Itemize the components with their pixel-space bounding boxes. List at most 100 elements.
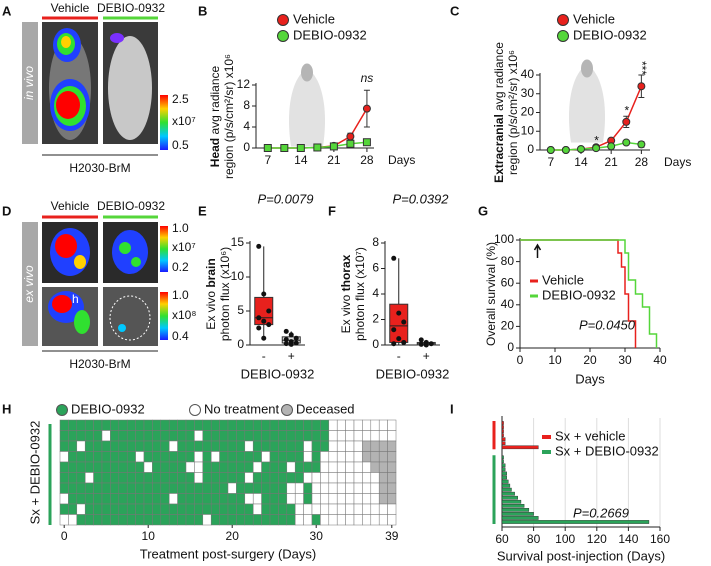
cell bbox=[135, 440, 145, 452]
bar bbox=[501, 508, 530, 512]
cell bbox=[168, 503, 178, 515]
y-tick-label: 8 bbox=[372, 235, 379, 249]
cell bbox=[252, 514, 262, 526]
cell bbox=[76, 461, 86, 473]
cell bbox=[84, 503, 94, 515]
y-tick-label: 6 bbox=[372, 261, 379, 275]
bar bbox=[501, 467, 506, 472]
cell bbox=[152, 430, 162, 442]
cell bbox=[135, 514, 145, 526]
cell bbox=[294, 482, 304, 494]
cell bbox=[311, 461, 321, 473]
cell bbox=[227, 430, 237, 442]
cell bbox=[227, 440, 237, 452]
cell bbox=[370, 472, 380, 484]
cell bbox=[278, 493, 288, 505]
y-axis-label-part: Head bbox=[208, 138, 222, 167]
cell bbox=[320, 451, 330, 463]
cell bbox=[303, 440, 313, 452]
cell bbox=[353, 451, 363, 463]
cell bbox=[168, 440, 178, 452]
marker bbox=[296, 144, 305, 152]
cell bbox=[286, 451, 296, 463]
group-label: Vehicle bbox=[51, 199, 90, 213]
x-tick-label: 20 bbox=[583, 353, 597, 367]
cell bbox=[84, 493, 94, 505]
cell bbox=[143, 482, 153, 494]
cell bbox=[185, 419, 195, 431]
y-axis-label-part: region (p/s/cm²/sr) x10⁶ bbox=[222, 54, 236, 179]
legend-marker bbox=[542, 435, 551, 439]
x-tick-label: 21 bbox=[604, 155, 618, 169]
cell bbox=[370, 419, 380, 431]
cell bbox=[76, 451, 86, 463]
signal bbox=[61, 36, 71, 48]
cell bbox=[294, 440, 304, 452]
cell bbox=[278, 451, 288, 463]
cell-line: H2030-BrM bbox=[69, 161, 130, 175]
cell bbox=[278, 440, 288, 452]
cell bbox=[345, 430, 355, 442]
point bbox=[418, 337, 424, 343]
cell bbox=[59, 430, 69, 442]
cell bbox=[118, 472, 128, 484]
y-axis-label-part: Ex vivo bbox=[204, 288, 218, 330]
bar bbox=[501, 516, 539, 520]
cell bbox=[244, 472, 254, 484]
cell bbox=[219, 419, 229, 431]
bar bbox=[501, 441, 506, 446]
cell bbox=[59, 503, 69, 515]
y-axis-label-part: thorax bbox=[339, 254, 353, 291]
cell bbox=[370, 514, 380, 526]
cell bbox=[286, 461, 296, 473]
cell bbox=[345, 419, 355, 431]
cell bbox=[294, 451, 304, 463]
cell bbox=[168, 482, 178, 494]
cell bbox=[101, 430, 111, 442]
cell bbox=[370, 482, 380, 494]
point bbox=[261, 335, 267, 341]
cell bbox=[320, 440, 330, 452]
cell bbox=[261, 472, 271, 484]
cell bbox=[126, 472, 136, 484]
legend-label: DEBIO-0932 bbox=[71, 401, 145, 416]
x-tick-label: - bbox=[397, 349, 401, 363]
cell bbox=[101, 493, 111, 505]
cell bbox=[378, 482, 388, 494]
cell bbox=[101, 440, 111, 452]
scale-label: 0.5 bbox=[172, 138, 189, 152]
cell bbox=[219, 482, 229, 494]
signal bbox=[110, 33, 124, 43]
mouse bbox=[108, 36, 152, 140]
cell bbox=[118, 461, 128, 473]
cell bbox=[387, 440, 397, 452]
cell bbox=[294, 461, 304, 473]
cell bbox=[68, 482, 78, 494]
cell bbox=[177, 514, 187, 526]
bar bbox=[501, 463, 506, 468]
cell bbox=[261, 514, 271, 526]
panel-letter: E bbox=[198, 203, 207, 218]
cell bbox=[353, 419, 363, 431]
marker bbox=[561, 146, 570, 154]
y-tick-label: 40 bbox=[521, 67, 535, 81]
cell bbox=[303, 419, 313, 431]
cell bbox=[362, 493, 372, 505]
cell bbox=[135, 451, 145, 463]
cell bbox=[345, 493, 355, 505]
cell bbox=[185, 514, 195, 526]
group-label: DEBIO-0932 bbox=[97, 1, 165, 15]
cell bbox=[194, 419, 204, 431]
cell bbox=[244, 430, 254, 442]
cell bbox=[93, 451, 103, 463]
cell bbox=[353, 514, 363, 526]
cell bbox=[311, 503, 321, 515]
cell bbox=[168, 472, 178, 484]
scale-label: 0.2 bbox=[172, 260, 189, 274]
cell bbox=[303, 472, 313, 484]
cell bbox=[328, 440, 338, 452]
scale-label: x10⁸ bbox=[172, 308, 196, 322]
box bbox=[389, 303, 409, 343]
cell bbox=[84, 482, 94, 494]
x-tick-label: 30 bbox=[310, 529, 324, 543]
